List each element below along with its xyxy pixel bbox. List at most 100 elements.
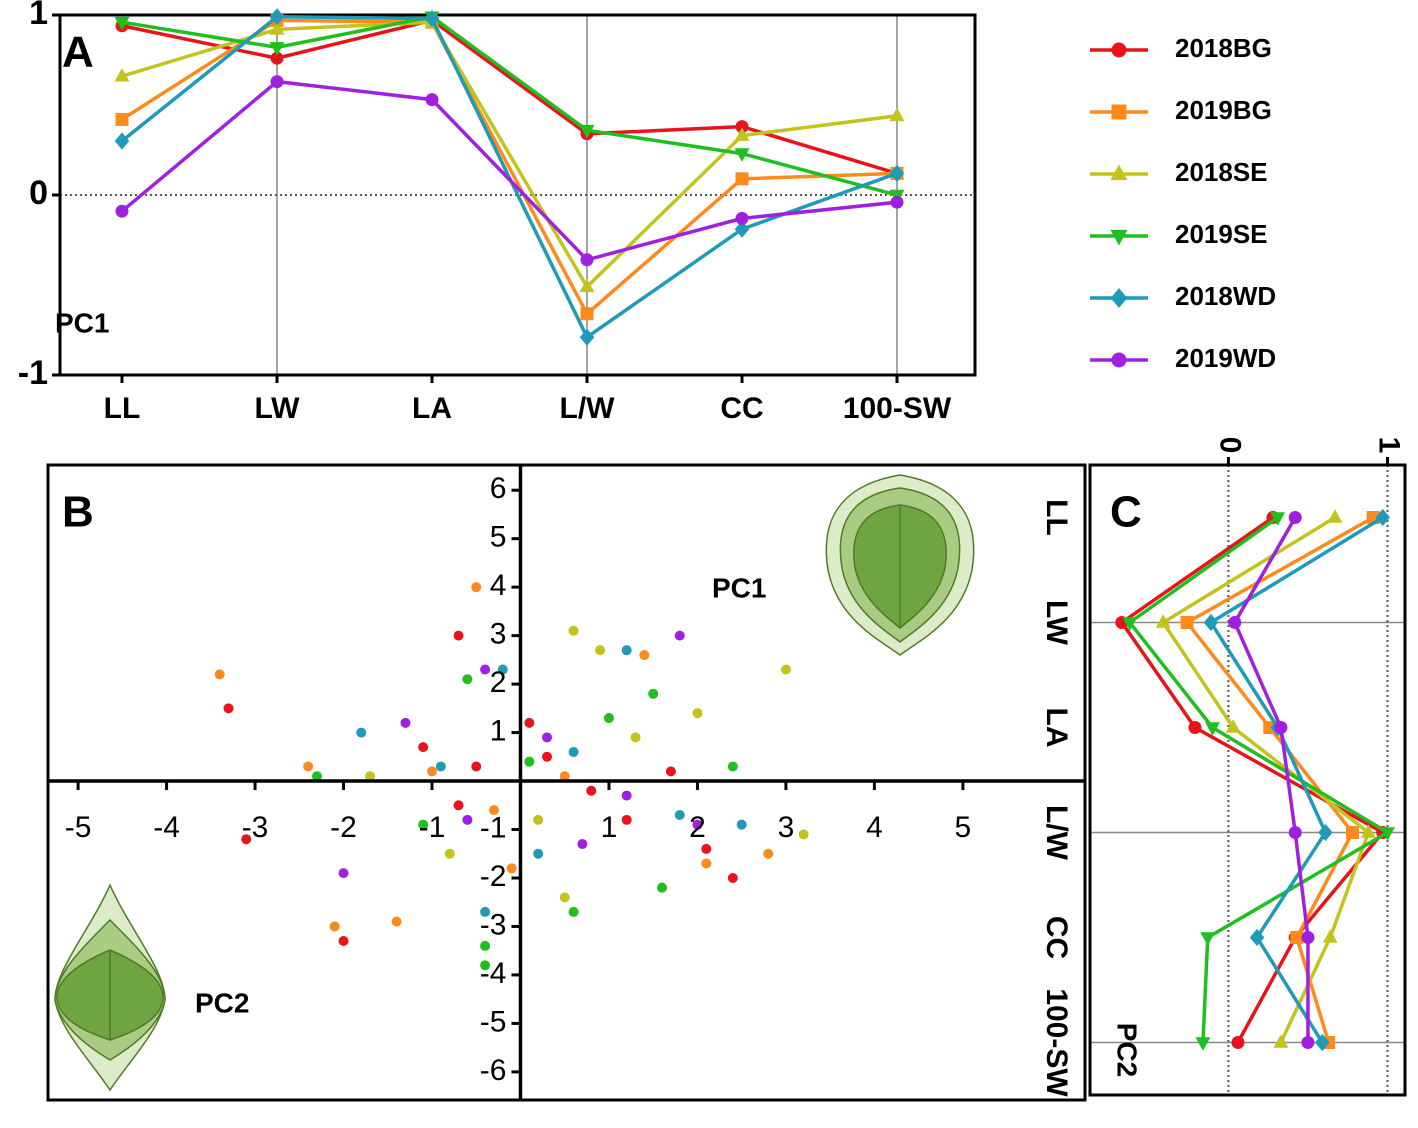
scatter-point — [338, 868, 349, 879]
scatter-point — [727, 872, 738, 883]
scatter-point — [763, 848, 774, 859]
y-tick-label: 100-SW — [1040, 988, 1073, 1097]
y-tick-label: -5 — [480, 1005, 507, 1038]
annotation: PC2 — [1112, 1023, 1143, 1077]
scatter-point — [311, 771, 322, 782]
scatter-point — [701, 843, 712, 854]
marker — [115, 112, 129, 126]
marker — [1200, 932, 1216, 946]
scatter-point — [400, 717, 411, 728]
scatter-point — [568, 906, 579, 917]
series-line — [121, 14, 898, 197]
scatter-point — [533, 848, 544, 859]
y-tick-label: -6 — [480, 1054, 507, 1087]
leaf-icon-pc1 — [825, 474, 975, 656]
plot-frame — [58, 13, 977, 377]
x-tick-label: LW — [255, 392, 301, 425]
scatter-point — [630, 732, 641, 743]
y-tick-label: 0 — [29, 174, 48, 212]
scatter-point — [657, 882, 668, 893]
y-tick-label: 6 — [490, 472, 507, 505]
marker — [114, 16, 130, 31]
scatter-point — [365, 771, 376, 782]
scatter-point — [568, 746, 579, 757]
scatter-point — [621, 645, 632, 656]
marker — [1327, 509, 1343, 523]
y-tick-label: LW — [1040, 600, 1073, 646]
y-tick-label: LL — [1040, 499, 1073, 536]
scatter-point — [674, 809, 685, 820]
marker — [889, 107, 905, 122]
marker — [579, 124, 595, 139]
scatter-point — [674, 630, 685, 641]
scatter-point — [524, 717, 535, 728]
marker — [734, 148, 750, 162]
series-line — [1127, 516, 1391, 1043]
scatter-point — [595, 645, 606, 656]
scatter-point — [648, 688, 659, 699]
scatter-point — [303, 761, 314, 772]
scatter-point — [542, 732, 553, 743]
annotation: PC2 — [195, 987, 249, 1018]
marker — [889, 164, 905, 182]
scatter-point — [701, 858, 712, 869]
y-tick-label: 1 — [29, 0, 48, 32]
x-tick-label: 0 — [1213, 437, 1246, 454]
marker — [735, 211, 749, 225]
y-tick-label: L/W — [1040, 805, 1073, 861]
scatter-point — [506, 863, 517, 874]
x-tick-label: 4 — [866, 811, 883, 844]
y-tick-label: -1 — [18, 354, 48, 392]
marker — [580, 307, 594, 321]
scatter-point — [356, 727, 367, 738]
marker — [1111, 104, 1127, 120]
scatter-point — [480, 940, 491, 951]
scatter-point — [559, 892, 570, 903]
marker — [1346, 826, 1359, 839]
y-tick-label: 2 — [490, 666, 507, 699]
panel-label: B — [62, 488, 94, 537]
marker — [579, 328, 595, 346]
scatter-point — [577, 839, 588, 850]
scatter-point — [444, 848, 455, 859]
scatter-point — [798, 829, 809, 840]
x-tick-label: -1 — [419, 811, 446, 844]
x-tick-label: 2 — [689, 811, 706, 844]
x-tick-label: -4 — [153, 811, 180, 844]
scatter-point — [533, 814, 544, 825]
marker — [1111, 42, 1127, 58]
x-tick-label: L/W — [560, 392, 616, 425]
scatter-point — [480, 960, 491, 971]
marker — [1195, 1037, 1211, 1051]
y-tick-label: LA — [1040, 708, 1073, 748]
series-line — [121, 20, 898, 290]
scatter-point — [241, 834, 252, 845]
marker — [735, 172, 749, 186]
marker — [270, 75, 284, 89]
scatter-point — [214, 669, 225, 680]
x-tick-label: 5 — [955, 811, 972, 844]
legend-label: 2019WD — [1175, 343, 1276, 373]
marker — [1322, 929, 1338, 943]
y-tick-label: -1 — [480, 811, 507, 844]
marker — [1288, 826, 1302, 839]
x-tick-label: 1 — [601, 811, 618, 844]
marker — [269, 21, 285, 35]
y-tick-label: 3 — [490, 618, 507, 651]
x-tick-label: -5 — [65, 811, 92, 844]
plot-frame — [1088, 463, 1407, 1097]
y-tick-label: CC — [1040, 916, 1073, 959]
series-line — [121, 18, 898, 317]
y-tick-label: -4 — [480, 957, 507, 990]
scatter-point — [586, 785, 597, 796]
scatter-point — [488, 805, 499, 816]
annotation: PC1 — [712, 572, 766, 603]
x-tick-label: LA — [412, 392, 452, 425]
marker — [1110, 164, 1128, 181]
marker — [1249, 928, 1265, 947]
x-tick-label: 3 — [778, 811, 795, 844]
legend-label: 2019BG — [1175, 95, 1272, 125]
marker — [1180, 616, 1194, 629]
legend-label: 2018WD — [1175, 281, 1276, 311]
scatter-point — [453, 800, 464, 811]
